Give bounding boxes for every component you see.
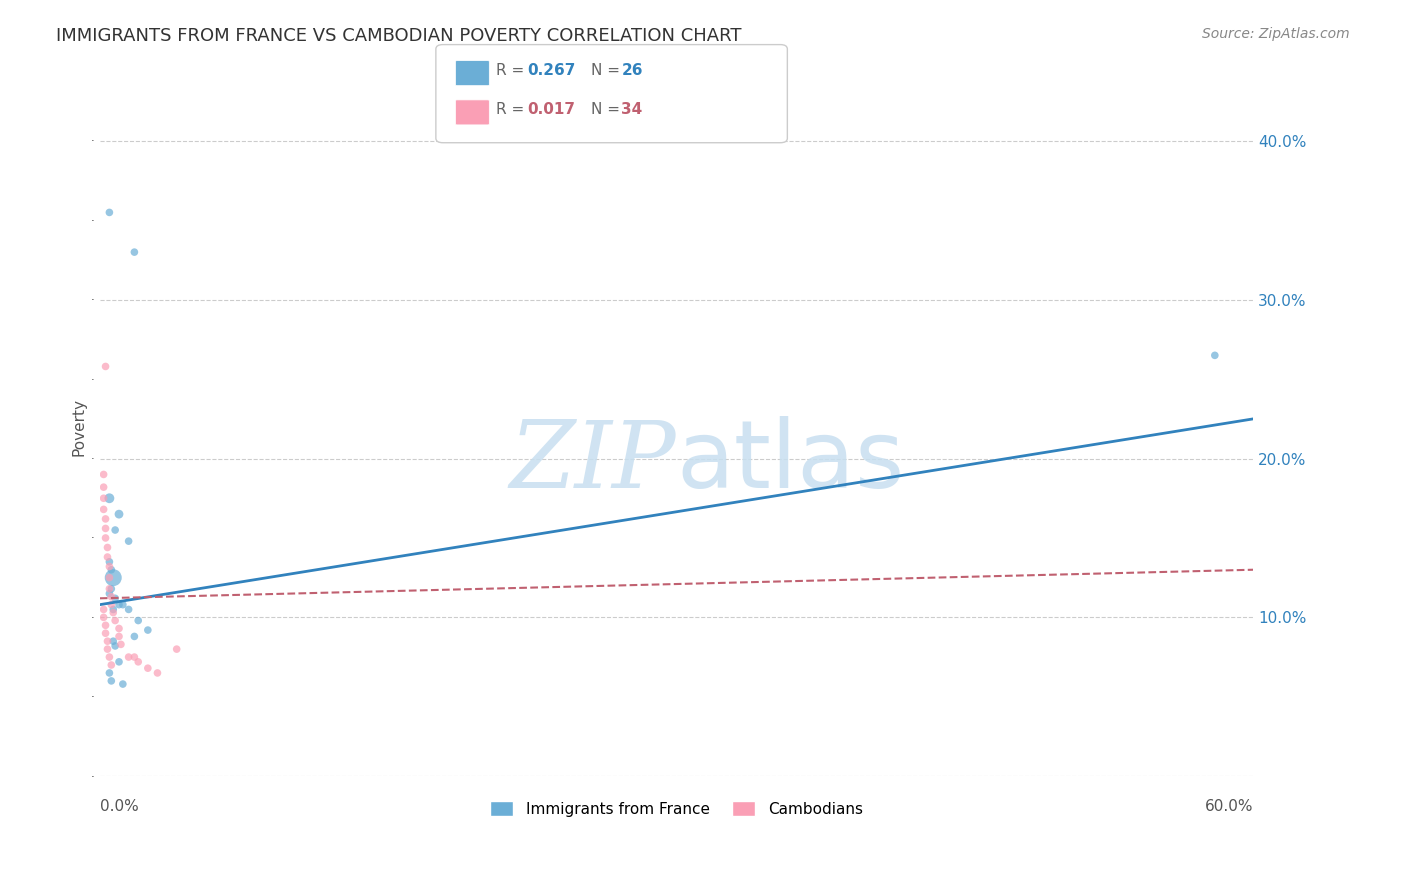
Point [96, 642, 118, 657]
Point [93, 480, 115, 494]
Point [98, 491, 121, 506]
Text: IMMIGRANTS FROM FRANCE VS CAMBODIAN POVERTY CORRELATION CHART: IMMIGRANTS FROM FRANCE VS CAMBODIAN POVE… [56, 27, 742, 45]
Text: 26: 26 [621, 63, 643, 78]
Text: ZIP: ZIP [510, 417, 676, 507]
Point [98, 559, 121, 574]
Point [93, 491, 115, 506]
Point [124, 245, 146, 260]
Point [108, 598, 131, 612]
Point [100, 563, 122, 577]
Point [111, 677, 134, 691]
Text: 0.267: 0.267 [527, 63, 575, 78]
Point [94, 521, 117, 535]
Point [108, 622, 131, 636]
Point [94, 618, 117, 632]
Point [124, 650, 146, 665]
Point [98, 665, 121, 680]
Point [100, 658, 122, 673]
Point [96, 541, 118, 555]
Point [94, 531, 117, 545]
Point [127, 614, 149, 628]
Point [110, 637, 132, 651]
Point [108, 507, 131, 521]
Point [103, 606, 125, 620]
Point [146, 665, 169, 680]
Point [98, 650, 121, 665]
Point [100, 673, 122, 688]
Text: 60.0%: 60.0% [1205, 798, 1253, 814]
Point [108, 655, 131, 669]
Point [117, 534, 139, 549]
Point [104, 523, 127, 537]
Point [94, 359, 117, 374]
Text: R =: R = [496, 103, 530, 117]
Point [93, 602, 115, 616]
Point [104, 591, 127, 606]
Point [98, 571, 121, 585]
Point [100, 582, 122, 596]
Point [93, 502, 115, 516]
Legend: Immigrants from France, Cambodians: Immigrants from France, Cambodians [482, 793, 870, 824]
Point [98, 582, 121, 596]
Text: 0.0%: 0.0% [100, 798, 139, 814]
Point [136, 661, 159, 675]
Point [103, 602, 125, 616]
Point [111, 598, 134, 612]
Point [100, 590, 122, 604]
Point [98, 555, 121, 569]
Text: R =: R = [496, 63, 530, 78]
Point [104, 639, 127, 653]
Text: Source: ZipAtlas.com: Source: ZipAtlas.com [1202, 27, 1350, 41]
Point [96, 634, 118, 648]
Text: N =: N = [591, 103, 624, 117]
Point [96, 549, 118, 564]
Point [166, 642, 188, 657]
Point [103, 571, 125, 585]
Point [127, 655, 149, 669]
Point [98, 205, 121, 219]
Point [100, 598, 122, 612]
Point [98, 586, 121, 600]
Point [124, 629, 146, 643]
Text: 34: 34 [621, 103, 643, 117]
Point [103, 634, 125, 648]
Point [136, 623, 159, 637]
Text: atlas: atlas [676, 416, 905, 508]
Text: N =: N = [591, 63, 624, 78]
Y-axis label: Poverty: Poverty [72, 398, 86, 456]
Point [94, 626, 117, 640]
Text: 0.017: 0.017 [527, 103, 575, 117]
Point [94, 512, 117, 526]
Point [108, 629, 131, 643]
Point [117, 650, 139, 665]
Point [117, 602, 139, 616]
Point [93, 610, 115, 624]
Point [93, 467, 115, 482]
Point [104, 614, 127, 628]
Point [1204, 348, 1226, 362]
